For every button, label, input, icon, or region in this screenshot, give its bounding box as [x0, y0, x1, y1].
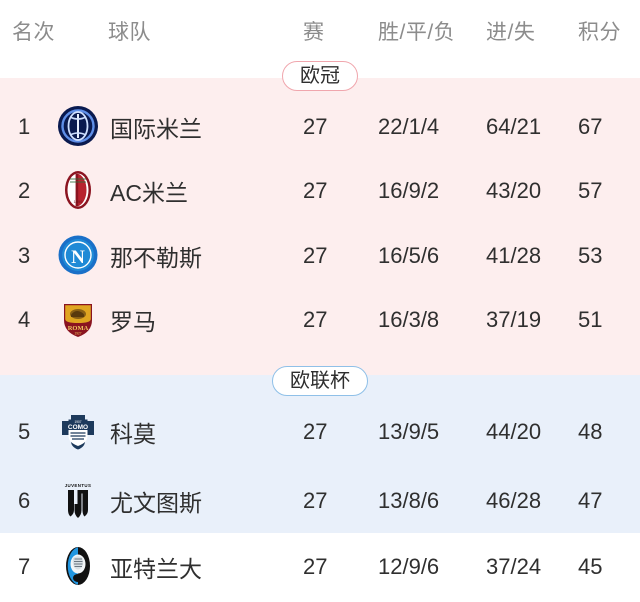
table-row[interactable]: 4 ROMA 1927 罗马 27 16/3/8 37/19 51 — [0, 288, 640, 351]
row-team-name: AC米兰 — [110, 179, 188, 206]
row-rank: 2 — [18, 177, 31, 203]
row-played: 27 — [303, 113, 328, 139]
row-wdl: 16/3/8 — [378, 306, 440, 332]
roma-logo: ROMA 1927 — [57, 298, 99, 340]
row-played: 27 — [303, 242, 328, 268]
row-points: 67 — [578, 113, 603, 139]
table-row[interactable]: 1 国际米兰 27 22/1/4 64/21 67 — [0, 95, 640, 158]
row-goals: 43/20 — [486, 177, 542, 203]
row-played: 27 — [303, 418, 328, 444]
juventus-logo: JUVENTUS — [57, 479, 99, 521]
row-points: 51 — [578, 306, 603, 332]
row-played: 27 — [303, 306, 328, 332]
row-wdl: 13/8/6 — [378, 487, 440, 513]
row-points: 47 — [578, 487, 603, 513]
europa-league-divider: 欧联杯 — [0, 366, 640, 396]
row-rank: 5 — [18, 418, 31, 444]
napoli-logo: N — [57, 234, 99, 276]
row-team-name: 国际米兰 — [110, 115, 202, 142]
row-played: 27 — [303, 553, 328, 579]
row-rank: 6 — [18, 487, 31, 513]
column-header-wdl: 胜/平/负 — [378, 21, 456, 44]
europa-league-zone-band — [0, 375, 640, 533]
como-logo: 1907 COMO — [57, 410, 99, 452]
row-goals: 37/24 — [486, 553, 542, 579]
europa-league-badge: 欧联杯 — [272, 366, 368, 396]
table-row[interactable]: 7 亚特兰大 27 12/9/6 37/24 45 — [0, 535, 640, 598]
row-goals: 64/21 — [486, 113, 542, 139]
row-team-name: 科莫 — [110, 420, 156, 447]
champions-league-divider: 欧冠 — [0, 61, 640, 91]
row-wdl: 22/1/4 — [378, 113, 440, 139]
column-header-goals: 进/失 — [486, 21, 536, 44]
table-header-row: 名次 球队 赛 胜/平/负 进/失 积分 — [0, 0, 640, 78]
row-team-name: 亚特兰大 — [110, 555, 202, 582]
row-team-name: 尤文图斯 — [110, 489, 202, 516]
row-rank: 4 — [18, 306, 31, 332]
row-goals: 46/28 — [486, 487, 542, 513]
atalanta-logo — [57, 545, 99, 587]
svg-text:N: N — [71, 247, 85, 268]
row-wdl: 16/9/2 — [378, 177, 440, 203]
champions-league-zone-band — [0, 78, 640, 375]
row-points: 57 — [578, 177, 603, 203]
svg-text:1907: 1907 — [74, 420, 81, 424]
row-played: 27 — [303, 177, 328, 203]
row-goals: 41/28 — [486, 242, 542, 268]
column-header-points: 积分 — [578, 21, 621, 44]
table-row[interactable]: 5 1907 COMO 科莫 27 13/9/5 44/20 48 — [0, 400, 640, 463]
column-header-rank: 名次 — [12, 21, 55, 44]
row-team-name: 那不勒斯 — [110, 244, 202, 271]
svg-text:1899: 1899 — [74, 199, 84, 204]
row-points: 45 — [578, 553, 603, 579]
svg-text:1927: 1927 — [74, 332, 81, 336]
table-row[interactable]: 3 N 那不勒斯 27 16/5/6 41/28 53 — [0, 224, 640, 287]
row-rank: 3 — [18, 242, 31, 268]
column-header-played: 赛 — [303, 21, 325, 44]
row-wdl: 12/9/6 — [378, 553, 440, 579]
inter-milan-logo — [57, 105, 99, 147]
row-points: 48 — [578, 418, 603, 444]
table-row[interactable]: 6 JUVENTUS 尤文图斯 27 13/8/6 46/28 47 — [0, 469, 640, 532]
row-points: 53 — [578, 242, 603, 268]
row-wdl: 13/9/5 — [378, 418, 440, 444]
row-goals: 37/19 — [486, 306, 542, 332]
svg-text:COMO: COMO — [68, 424, 88, 431]
champions-league-badge: 欧冠 — [282, 61, 358, 91]
row-played: 27 — [303, 487, 328, 513]
svg-text:ROMA: ROMA — [68, 325, 89, 332]
table-row[interactable]: 2 1899 AC米兰 27 16/9/2 43/20 57 — [0, 159, 640, 222]
ac-milan-logo: 1899 — [57, 169, 99, 211]
row-team-name: 罗马 — [110, 308, 156, 335]
row-goals: 44/20 — [486, 418, 542, 444]
column-header-team: 球队 — [108, 21, 151, 44]
row-rank: 1 — [18, 113, 31, 139]
svg-text:JUVENTUS: JUVENTUS — [65, 483, 92, 488]
row-wdl: 16/5/6 — [378, 242, 440, 268]
row-rank: 7 — [18, 553, 31, 579]
